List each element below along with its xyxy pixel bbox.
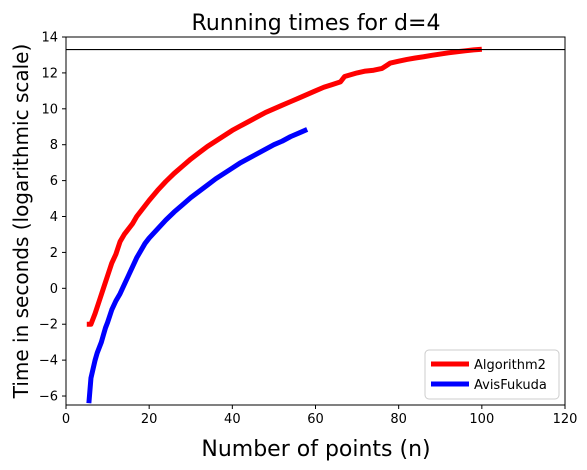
x-axis-label: Number of points (n): [201, 437, 430, 462]
y-tick-label: 12: [41, 66, 58, 81]
legend-label-avisfukuda: AvisFukuda: [474, 378, 547, 393]
legend: Algorithm2 AvisFukuda: [424, 349, 560, 400]
series-layer: [86, 46, 483, 404]
x-tick-label: 0: [62, 412, 70, 427]
x-tick-label: 60: [307, 412, 324, 427]
legend-label-algorithm2: Algorithm2: [474, 358, 546, 373]
x-tick-label: 100: [469, 412, 494, 427]
y-tick-label: −2: [39, 318, 58, 333]
y-tick-label: −6: [39, 390, 58, 405]
y-tick-label: 4: [50, 210, 58, 225]
x-tick-label: 20: [141, 412, 158, 427]
x-tick-label: 40: [224, 412, 241, 427]
y-tick-label: 6: [50, 174, 58, 189]
y-tick-label: 8: [50, 138, 58, 153]
y-tick-label: 10: [41, 102, 58, 117]
plot-frame: [65, 36, 566, 406]
chart-title: Running times for d=4: [192, 11, 441, 36]
y-tick-label: 14: [41, 31, 58, 46]
y-tick-label: 0: [50, 282, 58, 297]
y-tick-label: −4: [39, 354, 58, 369]
x-axis-ticks: 0 20 40 60 80 100 120: [62, 405, 578, 427]
plot-area: 0 20 40 60 80 100 120 −6 −4 −2 0 2 4 6 8 10 12 14: [39, 31, 578, 428]
y-tick-label: 2: [50, 246, 58, 261]
x-tick-label: 120: [553, 412, 578, 427]
series-line-algorithm2: [86, 46, 483, 327]
y-axis-ticks: −6 −4 −2 0 2 4 6 8 10 12 14: [39, 31, 66, 405]
x-tick-label: 80: [390, 412, 407, 427]
y-axis-label: Time in seconds (logarithmic scale): [9, 44, 33, 400]
series-line-avisfukuda: [86, 127, 309, 404]
